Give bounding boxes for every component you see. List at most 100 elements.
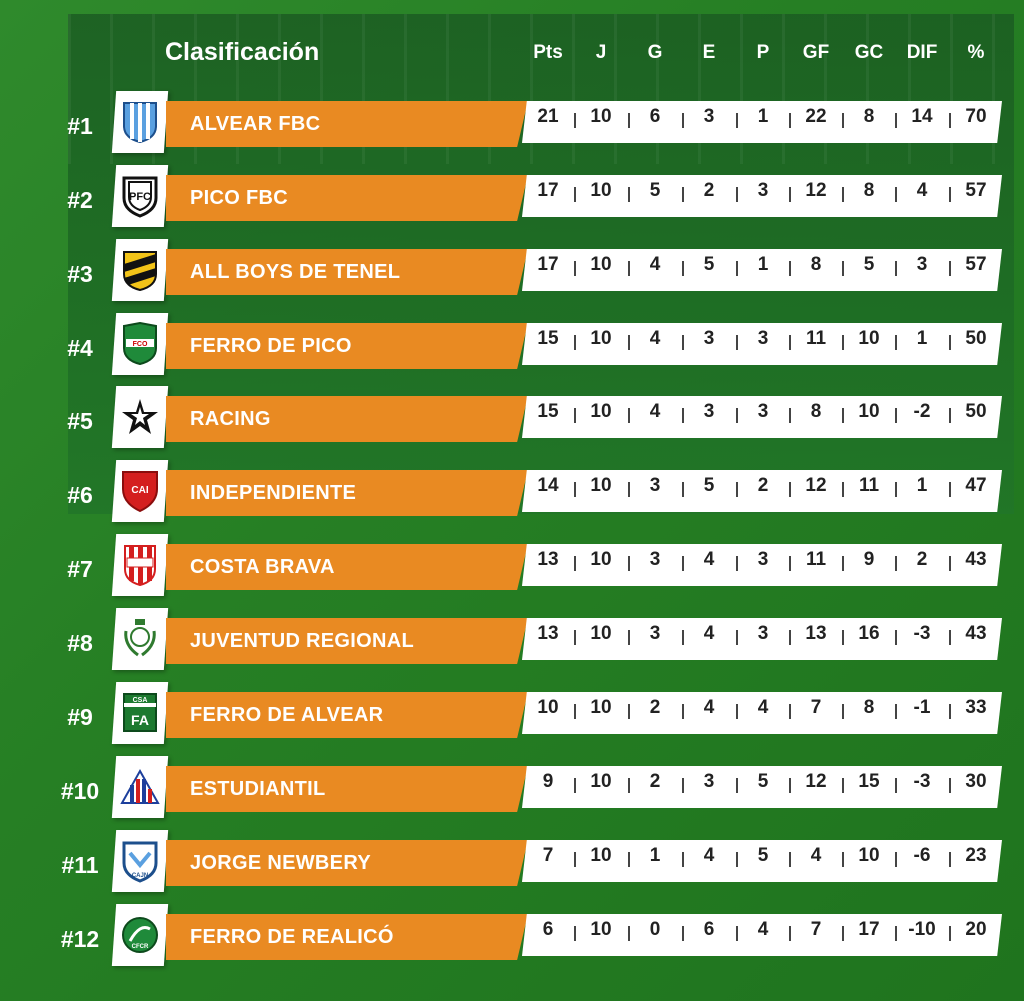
rank-label: #6 [67,482,93,508]
svg-text:PFC: PFC [129,191,151,203]
stats-bar: 9 10 2 3 5 12 15 -3 30 [522,766,1002,808]
stat-g: 1 [649,845,661,866]
column-separator [736,113,738,128]
column-separator [789,556,791,571]
table-row[interactable]: #8 JUVENTUD REGIONAL 13 10 3 4 3 13 16 -3 43 [0,608,1024,694]
stat-gf: 11 [805,549,827,570]
stat-dif: 14 [911,106,933,127]
alvear-fbc-crest-icon [111,91,169,153]
table-row[interactable]: #4 FCO FERRO DE PICO 15 10 4 3 3 11 10 1 50 [0,313,1024,399]
stat-gf: 22 [805,106,827,127]
rank-label: #8 [67,630,93,656]
stat-e: 4 [703,623,715,644]
table-row[interactable]: #1 ALVEAR FBC 21 10 6 3 1 22 8 14 70 [0,91,1024,177]
table-row[interactable]: #11 CAJN JORGE NEWBERY 7 10 1 4 5 4 10 -6 23 [0,830,1024,916]
stat-gf: 8 [810,401,822,422]
column-separator [842,926,844,941]
stat-pct: 57 [965,254,987,275]
column-separator [842,704,844,719]
column-separator [574,556,576,571]
stat-j: 10 [590,401,612,422]
costa-brava-crest-icon [111,534,169,596]
column-separator [574,261,576,276]
column-separator [628,556,630,571]
stat-gc: 16 [858,623,880,644]
column-separator [789,187,791,202]
stat-j: 10 [590,475,612,496]
team-name: JORGE NEWBERY [190,852,371,874]
table-row[interactable]: #10 ESTUDIANTIL 9 10 2 3 5 12 15 -3 30 [0,756,1024,842]
column-separator [789,852,791,867]
stats-bar: 14 10 3 5 2 12 11 1 47 [522,470,1002,512]
pico-fbc-crest-icon: PFC [111,165,169,227]
column-header-1: J [595,42,607,63]
table-row[interactable]: #5 RACING 15 10 4 3 3 8 10 -2 50 [0,386,1024,472]
column-separator [628,408,630,423]
column-separator [789,926,791,941]
column-separator [789,408,791,423]
column-separator [736,852,738,867]
column-separator [736,704,738,719]
column-separator [895,926,897,941]
team-name-bar [166,544,528,590]
stat-pct: 43 [965,549,987,570]
column-separator [736,335,738,350]
stat-pts: 10 [537,697,559,718]
jorge-newbery-crest-icon: CAJN [111,830,169,892]
rank-label: #2 [67,187,93,213]
column-separator [628,704,630,719]
column-separator [682,556,684,571]
table-row[interactable]: #3 ALL BOYS DE TENEL 17 10 4 5 1 8 5 3 57 [0,239,1024,325]
stat-g: 4 [649,401,661,422]
table-row[interactable]: #12 CFCR FERRO DE REALICÓ 6 10 0 6 4 7 17 -10 20 [0,904,1024,990]
column-separator [628,852,630,867]
stat-g: 4 [649,254,661,275]
stat-gf: 12 [805,771,827,792]
column-separator [736,408,738,423]
stat-pts: 15 [537,328,559,349]
column-separator [789,335,791,350]
stats-bar: 17 10 5 2 3 12 8 4 57 [522,175,1002,217]
stats-bar: 10 10 2 4 4 7 8 -1 33 [522,692,1002,734]
stat-gc: 8 [863,180,875,201]
stats-bar: 7 10 1 4 5 4 10 -6 23 [522,840,1002,882]
column-header-3: E [702,42,716,63]
column-separator [895,778,897,793]
column-separator [895,852,897,867]
stats-bar: 15 10 4 3 3 8 10 -2 50 [522,396,1002,438]
stat-pct: 20 [965,919,987,940]
column-separator [842,482,844,497]
table-row[interactable]: #7 COSTA BRAVA 13 10 3 4 3 11 9 2 43 [0,534,1024,620]
table-row[interactable]: #6 CAI INDEPENDIENTE 14 10 3 5 2 12 11 1 47 [0,460,1024,546]
column-separator [574,482,576,497]
stat-pts: 7 [542,845,554,866]
stat-e: 2 [703,180,715,201]
stat-p: 3 [757,623,769,644]
stat-gf: 7 [810,697,822,718]
column-separator [895,482,897,497]
column-separator [949,482,951,497]
team-name-bar [166,396,528,442]
column-separator [842,261,844,276]
stat-gc: 8 [863,106,875,127]
table-row[interactable]: #9 CSA FA FERRO DE ALVEAR 10 10 2 4 4 7 8 -1 33 [0,682,1024,768]
stat-dif: -2 [913,401,931,422]
column-header-4: P [756,42,770,63]
rank-label: #3 [67,261,93,287]
stat-e: 3 [703,106,715,127]
table-row[interactable]: #2 PFC PICO FBC 17 10 5 2 3 12 8 4 57 [0,165,1024,251]
column-separator [574,408,576,423]
stat-dif: -3 [913,623,931,644]
column-separator [949,408,951,423]
estudiantil-crest-icon [111,756,169,818]
stat-gf: 4 [810,845,822,866]
svg-text:CSA: CSA [133,697,148,704]
stat-p: 3 [757,401,769,422]
stat-pct: 33 [965,697,987,718]
team-name: JUVENTUD REGIONAL [190,630,415,652]
column-separator [682,630,684,645]
column-separator [574,113,576,128]
column-header-6: GC [854,42,884,63]
team-name: FERRO DE REALICÓ [190,926,394,948]
stat-p: 3 [757,328,769,349]
